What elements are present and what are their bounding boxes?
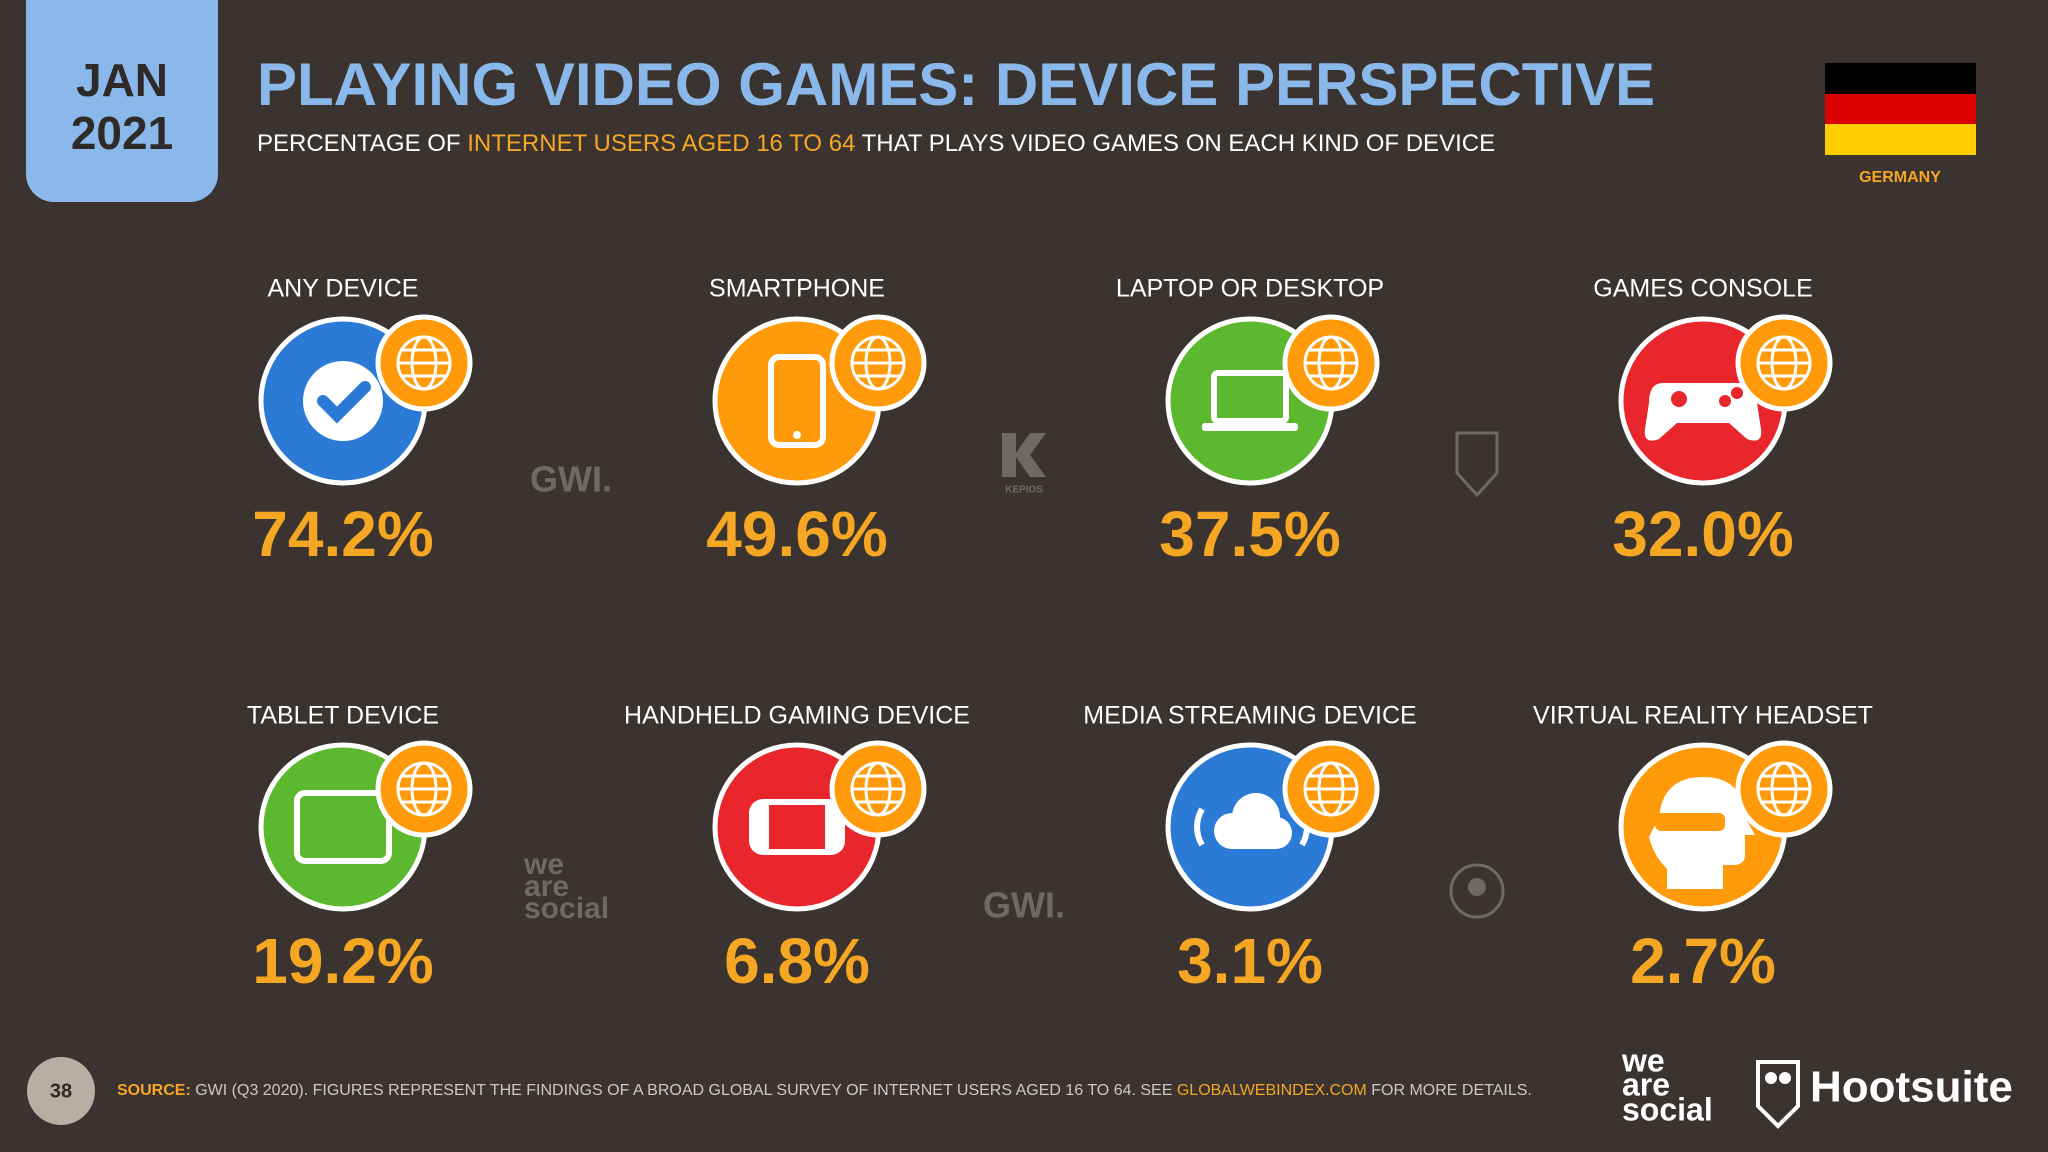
- icon: [317, 381, 371, 424]
- icon: [1202, 423, 1298, 431]
- globe: [852, 348, 904, 378]
- globe: [1758, 774, 1810, 804]
- title: PLAYING VIDEO GAMES: DEVICE PERSPECTIVE: [257, 51, 1655, 118]
- watermark-gwi: GWI.: [530, 459, 612, 500]
- stat-label: TABLET DEVICE: [247, 702, 439, 730]
- icon: [294, 790, 392, 864]
- stat-value: 19.2%: [252, 925, 433, 997]
- source-link: GLOBALWEBINDEX.COM: [1177, 1082, 1367, 1099]
- stat-label: LAPTOP OR DESKTOP: [1116, 275, 1384, 303]
- brand-hootsuite: Hootsuite: [1810, 1063, 2013, 1112]
- stat-label: HANDHELD GAMING DEVICE: [624, 702, 970, 730]
- owl-logo: [1455, 431, 1499, 498]
- source-text: GWI (Q3 2020). FIGURES REPRESENT THE FIN…: [191, 1082, 1177, 1099]
- stat-value: 3.1%: [1177, 925, 1323, 997]
- brand-we: we: [1621, 1042, 1665, 1078]
- icon: [1211, 370, 1289, 424]
- bulb-logo: [1449, 863, 1505, 919]
- icon: [768, 354, 826, 448]
- stat-value: 37.5%: [1159, 498, 1340, 570]
- globe: [398, 774, 450, 804]
- source-end: FOR MORE DETAILS.: [1367, 1082, 1532, 1099]
- icon: [1232, 831, 1276, 849]
- date-month: JAN: [76, 54, 168, 106]
- stat-value: 6.8%: [724, 925, 870, 997]
- watermark-kepios: KEPIOS: [1005, 485, 1043, 496]
- flag-stripe: [1825, 94, 1976, 124]
- icon: [1719, 395, 1731, 407]
- icon: [769, 805, 825, 849]
- watermark-we: we: [523, 848, 564, 881]
- globe: [1758, 348, 1810, 378]
- flag: [1825, 63, 1976, 155]
- bulb-logo-core: [1468, 878, 1486, 896]
- stat-value: 32.0%: [1612, 498, 1793, 570]
- date-year: 2021: [71, 107, 173, 159]
- watermark-are: are: [524, 870, 569, 903]
- owl-eye: [1765, 1072, 1777, 1084]
- kepios-logo: [1002, 433, 1046, 477]
- brand-are: are: [1622, 1066, 1670, 1102]
- flag-stripe: [1825, 124, 1976, 155]
- page-number: 38: [50, 1080, 72, 1102]
- globe: [398, 348, 450, 378]
- subtitle: PERCENTAGE OF INTERNET USERS AGED 16 TO …: [257, 130, 1495, 157]
- icon: [1649, 777, 1755, 889]
- watermark-social: social: [524, 892, 609, 925]
- globe: [1305, 774, 1357, 804]
- stats: ANY DEVICE 74.2% SMARTPHONE 49.6% LAPTOP OR …: [247, 275, 1873, 997]
- page-badge: [27, 1057, 95, 1125]
- hootsuite-owl: [1756, 1060, 1800, 1129]
- globe: [852, 774, 904, 804]
- flag-stripe: [1825, 63, 1976, 94]
- icon: [1655, 813, 1725, 831]
- icon: [1671, 391, 1687, 407]
- owl-eye: [1779, 1072, 1791, 1084]
- stat-label: GAMES CONSOLE: [1593, 275, 1813, 303]
- source-label: SOURCE:: [117, 1082, 191, 1099]
- stat-label: SMARTPHONE: [709, 275, 885, 303]
- subtitle-highlight: INTERNET USERS AGED 16 TO 64: [467, 130, 855, 157]
- icon: [1731, 387, 1743, 399]
- stat-value: 74.2%: [252, 498, 433, 570]
- subtitle-part: PERCENTAGE OF: [257, 130, 467, 157]
- country: GERMANY: [1859, 169, 1941, 186]
- subtitle-part: THAT PLAYS VIDEO GAMES ON EACH KIND OF D…: [855, 130, 1495, 157]
- watermark-gwi: GWI.: [983, 885, 1065, 926]
- source: SOURCE: GWI (Q3 2020). FIGURES REPRESENT…: [117, 1082, 1532, 1099]
- stat-label: VIRTUAL REALITY HEADSET: [1533, 702, 1873, 730]
- watermarks: GWI. KEPIOS we are social GWI.: [523, 431, 1505, 926]
- stat-value: 49.6%: [706, 498, 887, 570]
- stat-value: 2.7%: [1630, 925, 1776, 997]
- stat-label: ANY DEVICE: [268, 275, 419, 303]
- globe: [1305, 348, 1357, 378]
- stat-label: MEDIA STREAMING DEVICE: [1083, 702, 1416, 730]
- icon: [793, 431, 801, 439]
- date-box: [26, 0, 218, 202]
- brands: we are social Hootsuite: [1621, 1042, 2013, 1129]
- brand-social: social: [1622, 1091, 1713, 1127]
